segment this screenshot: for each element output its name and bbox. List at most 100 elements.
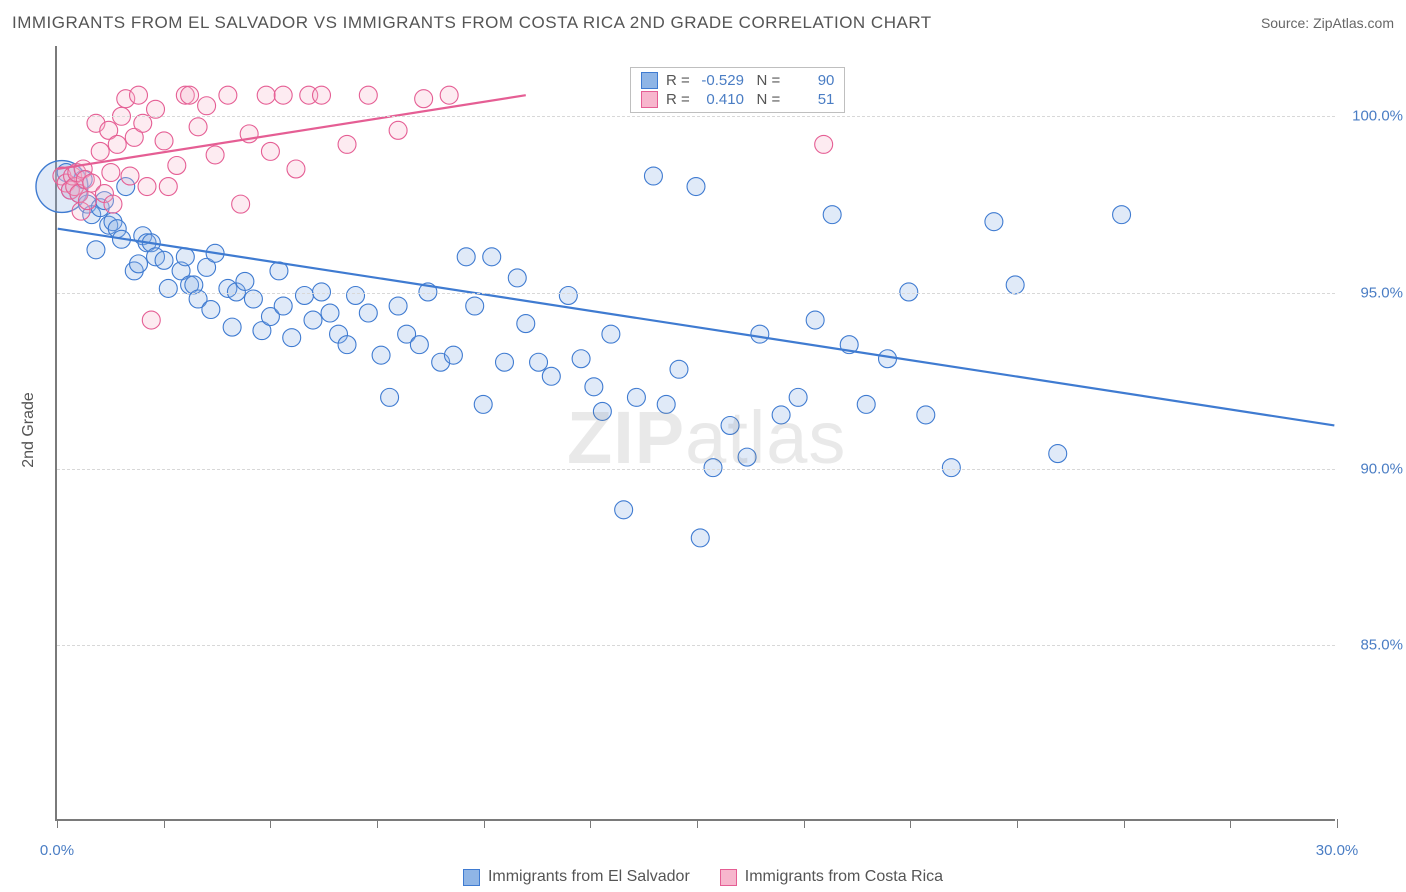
data-point bbox=[530, 353, 548, 371]
data-point bbox=[313, 86, 331, 104]
legend-series-item: Immigrants from El Salvador bbox=[463, 868, 690, 886]
data-point bbox=[347, 286, 365, 304]
legend-bottom: Immigrants from El SalvadorImmigrants fr… bbox=[0, 868, 1406, 886]
data-point bbox=[738, 448, 756, 466]
data-point bbox=[657, 395, 675, 413]
data-point bbox=[1049, 445, 1067, 463]
data-point bbox=[879, 350, 897, 368]
data-point bbox=[602, 325, 620, 343]
legend-series-label: Immigrants from El Salvador bbox=[488, 868, 690, 886]
x-tick bbox=[377, 819, 378, 828]
x-tick bbox=[1337, 819, 1338, 828]
data-point bbox=[104, 195, 122, 213]
legend-swatch-icon bbox=[641, 72, 658, 89]
data-point bbox=[261, 142, 279, 160]
data-point bbox=[474, 395, 492, 413]
x-tick-label: 0.0% bbox=[40, 842, 74, 859]
data-point bbox=[585, 378, 603, 396]
x-tick bbox=[57, 819, 58, 828]
data-point bbox=[721, 416, 739, 434]
data-point bbox=[615, 501, 633, 519]
data-point bbox=[338, 336, 356, 354]
data-point bbox=[130, 86, 148, 104]
data-point bbox=[789, 388, 807, 406]
data-point bbox=[108, 135, 126, 153]
data-point bbox=[542, 367, 560, 385]
data-point bbox=[415, 90, 433, 108]
data-point bbox=[772, 406, 790, 424]
legend-stat-text: R = -0.529 N = 90 bbox=[666, 72, 834, 89]
data-point bbox=[457, 248, 475, 266]
gridline bbox=[57, 645, 1335, 646]
data-point bbox=[121, 167, 139, 185]
chart-source: Source: ZipAtlas.com bbox=[1261, 15, 1394, 31]
title-bar: IMMIGRANTS FROM EL SALVADOR VS IMMIGRANT… bbox=[12, 8, 1394, 38]
data-point bbox=[857, 395, 875, 413]
x-tick bbox=[1230, 819, 1231, 828]
x-tick bbox=[697, 819, 698, 828]
data-point bbox=[338, 135, 356, 153]
data-point bbox=[236, 272, 254, 290]
plot-area: 85.0%90.0%95.0%100.0%0.0%30.0%R = -0.529… bbox=[55, 46, 1335, 821]
source-name: ZipAtlas.com bbox=[1313, 15, 1394, 31]
data-point bbox=[466, 297, 484, 315]
data-point bbox=[985, 213, 1003, 231]
data-point bbox=[823, 206, 841, 224]
data-point bbox=[91, 142, 109, 160]
data-point bbox=[138, 178, 156, 196]
data-point bbox=[1113, 206, 1131, 224]
data-point bbox=[440, 86, 458, 104]
data-point bbox=[1006, 276, 1024, 294]
data-point bbox=[189, 118, 207, 136]
legend-stats: R = -0.529 N = 90 R = 0.410 N = 51 bbox=[630, 67, 845, 113]
data-point bbox=[670, 360, 688, 378]
data-point bbox=[257, 86, 275, 104]
x-tick-label: 30.0% bbox=[1316, 842, 1359, 859]
data-point bbox=[296, 286, 314, 304]
data-point bbox=[168, 156, 186, 174]
data-point bbox=[130, 255, 148, 273]
source-label: Source: bbox=[1261, 15, 1313, 31]
data-point bbox=[142, 311, 160, 329]
data-point bbox=[181, 86, 199, 104]
x-tick bbox=[484, 819, 485, 828]
x-tick bbox=[1124, 819, 1125, 828]
data-point bbox=[704, 459, 722, 477]
y-tick-label: 90.0% bbox=[1343, 460, 1403, 477]
y-tick-label: 95.0% bbox=[1343, 284, 1403, 301]
data-point bbox=[572, 350, 590, 368]
data-point bbox=[283, 329, 301, 347]
data-point bbox=[815, 135, 833, 153]
data-point bbox=[593, 402, 611, 420]
data-point bbox=[687, 178, 705, 196]
data-point bbox=[942, 459, 960, 477]
data-point bbox=[372, 346, 390, 364]
data-point bbox=[691, 529, 709, 547]
data-point bbox=[559, 286, 577, 304]
data-point bbox=[155, 251, 173, 269]
x-tick bbox=[590, 819, 591, 828]
data-point bbox=[410, 336, 428, 354]
legend-stats-row: R = -0.529 N = 90 bbox=[641, 72, 834, 89]
x-tick bbox=[164, 819, 165, 828]
chart-svg bbox=[57, 46, 1335, 819]
data-point bbox=[917, 406, 935, 424]
x-tick bbox=[910, 819, 911, 828]
x-tick bbox=[270, 819, 271, 828]
y-tick-label: 85.0% bbox=[1343, 636, 1403, 653]
data-point bbox=[359, 86, 377, 104]
legend-stat-text: R = 0.410 N = 51 bbox=[666, 91, 834, 108]
data-point bbox=[206, 146, 224, 164]
data-point bbox=[381, 388, 399, 406]
data-point bbox=[806, 311, 824, 329]
chart-title: IMMIGRANTS FROM EL SALVADOR VS IMMIGRANT… bbox=[12, 13, 932, 33]
data-point bbox=[389, 121, 407, 139]
data-point bbox=[444, 346, 462, 364]
data-point bbox=[483, 248, 501, 266]
data-point bbox=[304, 311, 322, 329]
data-point bbox=[176, 248, 194, 266]
gridline bbox=[57, 116, 1335, 117]
data-point bbox=[321, 304, 339, 322]
data-point bbox=[102, 164, 120, 182]
data-point bbox=[389, 297, 407, 315]
